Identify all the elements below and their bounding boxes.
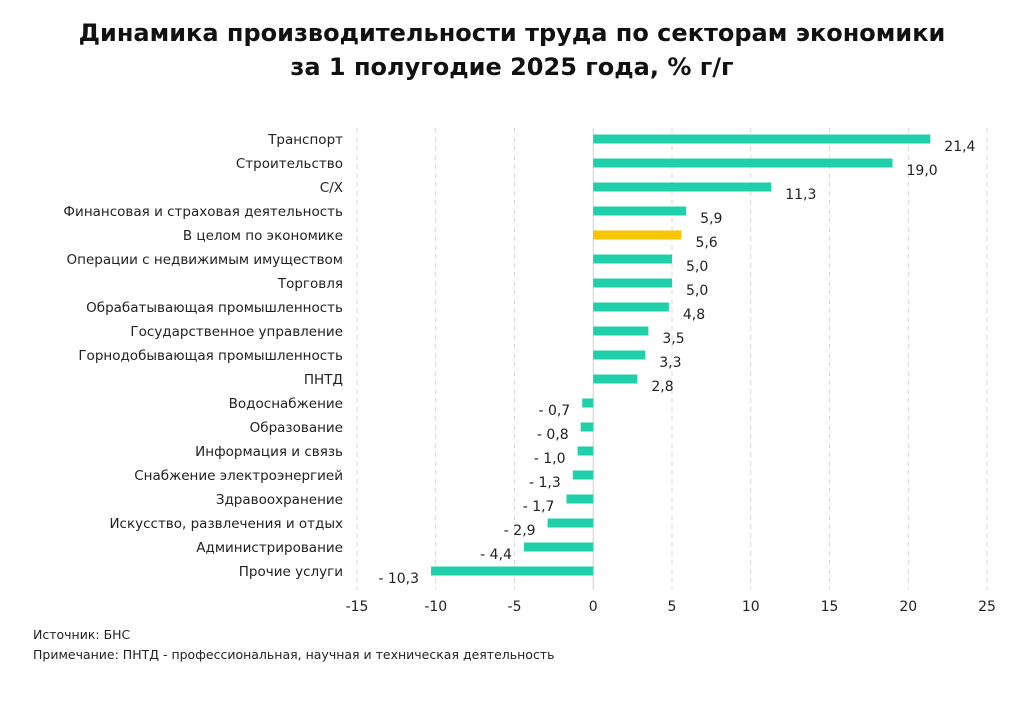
category-label: Здравоохранение <box>216 492 343 508</box>
bar <box>572 470 594 480</box>
x-tick-label: 5 <box>668 599 677 615</box>
chart-title-line2: за 1 полугодие 2025 года, % г/г <box>290 53 734 81</box>
category-label: Торговля <box>277 276 343 292</box>
data-label: 5,0 <box>686 283 708 299</box>
category-label: Прочие услуги <box>239 564 343 580</box>
data-label: 3,5 <box>662 331 684 347</box>
data-label: 5,6 <box>695 235 717 251</box>
data-label: 11,3 <box>785 187 816 203</box>
bar <box>593 230 682 240</box>
bar <box>593 182 772 192</box>
category-label: С/Х <box>320 180 343 196</box>
x-tick-label: 25 <box>978 599 996 615</box>
data-label: - 0,8 <box>537 427 569 443</box>
category-label: Операции с недвижимым имуществом <box>67 252 343 268</box>
bar <box>577 446 594 456</box>
category-label: Горнодобывающая промышленность <box>78 348 343 364</box>
bar <box>593 206 687 216</box>
x-tick-label: -15 <box>346 599 369 615</box>
bar <box>580 422 594 432</box>
data-label: 4,8 <box>683 307 705 323</box>
source-note: Источник: БНС <box>33 627 131 642</box>
bar <box>547 518 594 528</box>
x-tick-label: 20 <box>899 599 917 615</box>
data-label: 19,0 <box>907 163 938 179</box>
data-label: - 1,0 <box>534 451 566 467</box>
data-label: - 1,3 <box>529 475 561 491</box>
bar <box>593 302 669 312</box>
category-label: В целом по экономике <box>183 228 343 244</box>
data-label: - 10,3 <box>378 571 419 587</box>
data-label: - 4,4 <box>480 547 512 563</box>
bar <box>566 494 594 504</box>
category-label: Транспорт <box>267 132 343 148</box>
bar <box>593 254 672 264</box>
footnote: Примечание: ПНТД - профессиональная, нау… <box>33 647 555 662</box>
bar <box>593 158 893 168</box>
chart-title-line1: Динамика производительности труда по сек… <box>78 19 946 47</box>
category-label: Государственное управление <box>130 324 343 340</box>
data-label: - 0,7 <box>538 403 570 419</box>
data-label: 5,0 <box>686 259 708 275</box>
bar <box>593 350 646 360</box>
x-tick-label: 15 <box>821 599 839 615</box>
category-label: ПНТД <box>304 372 343 388</box>
bar <box>593 374 638 384</box>
x-tick-label: -5 <box>508 599 522 615</box>
data-label: 3,3 <box>659 355 681 371</box>
category-label: Администрирование <box>196 540 343 556</box>
category-label: Строительство <box>236 156 343 172</box>
bar <box>593 134 931 144</box>
bar <box>593 326 649 336</box>
category-label: Искусство, развлечения и отдых <box>109 516 343 532</box>
category-label: Финансовая и страховая деятельность <box>63 204 343 220</box>
data-label: 2,8 <box>651 379 673 395</box>
data-label: - 2,9 <box>504 523 536 539</box>
bar <box>431 566 594 576</box>
data-label: - 1,7 <box>523 499 555 515</box>
bar <box>523 542 594 552</box>
x-tick-label: 10 <box>742 599 760 615</box>
data-label: 21,4 <box>944 139 975 155</box>
x-tick-label: -10 <box>424 599 447 615</box>
category-label: Снабжение электроэнергией <box>134 468 343 484</box>
bar <box>593 278 672 288</box>
category-label: Обрабатывающая промышленность <box>86 300 343 316</box>
data-label: 5,9 <box>700 211 722 227</box>
category-label: Образование <box>250 420 343 436</box>
category-label: Водоснабжение <box>229 396 343 412</box>
x-tick-label: 0 <box>589 599 598 615</box>
bar <box>582 398 594 408</box>
category-label: Информация и связь <box>195 444 343 460</box>
